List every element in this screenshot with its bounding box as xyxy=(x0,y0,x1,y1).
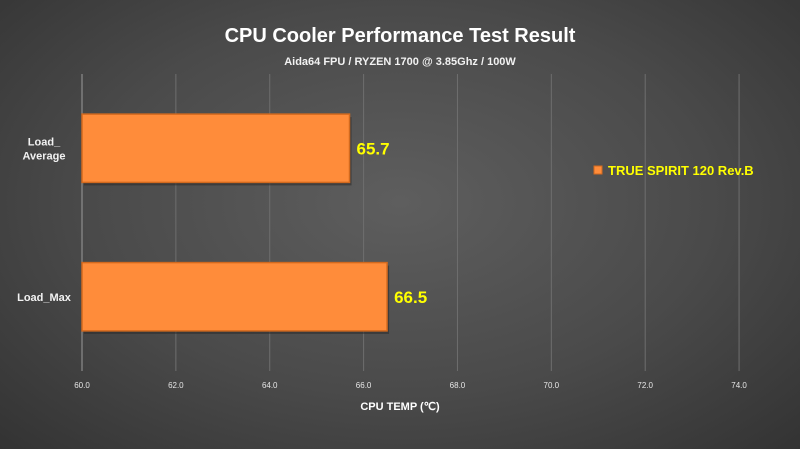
x-tick-label: 62.0 xyxy=(168,381,184,390)
bars xyxy=(81,113,390,334)
x-tick-labels: 60.0 62.0 64.0 66.0 68.0 70.0 72.0 74.0 xyxy=(74,381,747,390)
legend: TRUE SPIRIT 120 Rev.B xyxy=(593,163,754,178)
x-tick-label: 66.0 xyxy=(356,381,372,390)
x-tick-label: 74.0 xyxy=(731,381,747,390)
x-tick-label: 68.0 xyxy=(450,381,466,390)
x-tick-label: 60.0 xyxy=(74,381,90,390)
bar xyxy=(81,113,351,184)
x-axis-title: CPU TEMP (℃) xyxy=(360,401,440,413)
category-label: Load_Max xyxy=(17,292,72,304)
legend-label: TRUE SPIRIT 120 Rev.B xyxy=(608,163,754,178)
chart-title: CPU Cooler Performance Test Result xyxy=(225,25,576,47)
x-tick-label: 64.0 xyxy=(262,381,278,390)
x-tick-label: 70.0 xyxy=(544,381,560,390)
category-label: Load_ Average xyxy=(22,136,65,162)
bar xyxy=(81,261,388,332)
data-label: 66.5 xyxy=(394,288,427,307)
data-labels: 65.7 66.5 xyxy=(357,139,428,307)
x-tick-label: 72.0 xyxy=(637,381,653,390)
chart-subtitle: Aida64 FPU / RYZEN 1700 @ 3.85Ghz / 100W xyxy=(284,56,516,68)
data-label: 65.7 xyxy=(357,139,390,158)
category-labels: Load_ Average Load_Max xyxy=(17,136,72,304)
legend-swatch xyxy=(593,165,603,175)
